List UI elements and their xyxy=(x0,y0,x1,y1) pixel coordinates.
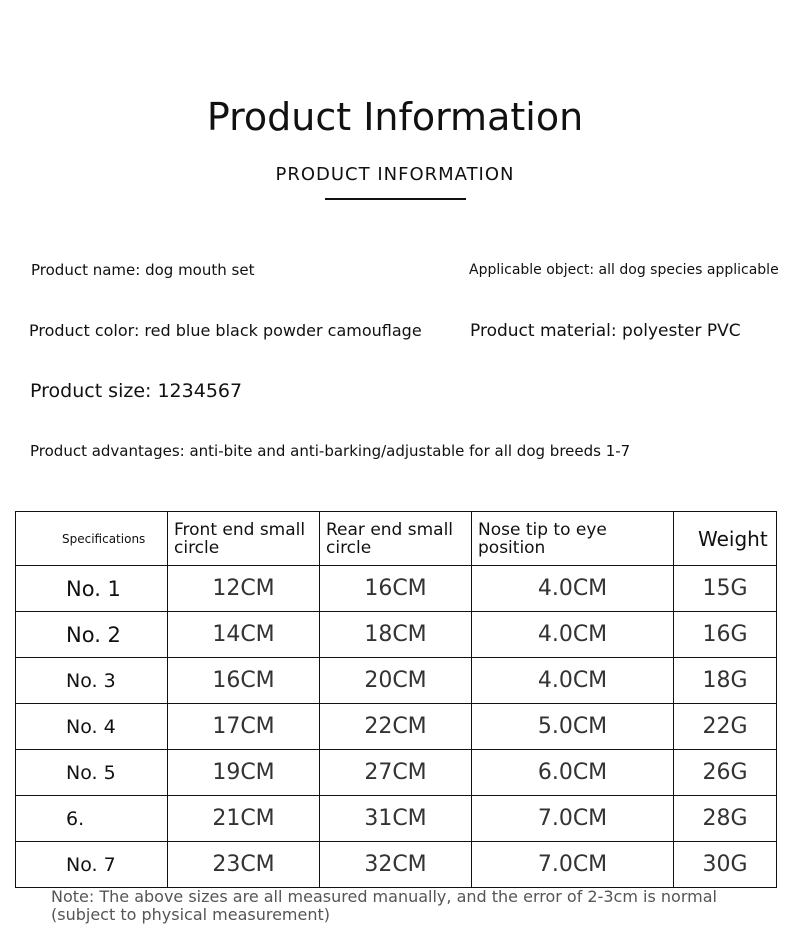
table-row: No. 7 23CM 32CM 7.0CM 30G xyxy=(15,841,777,888)
cell-rear-circle: 31CM xyxy=(319,795,472,842)
table-row: No. 5 19CM 27CM 6.0CM 26G xyxy=(15,749,777,796)
cell-spec: No. 4 xyxy=(15,703,168,750)
cell-spec: No. 7 xyxy=(15,841,168,888)
note-line-2: (subject to physical measurement) xyxy=(51,905,331,924)
cell-weight: 26G xyxy=(673,749,777,796)
applicable-object: Applicable object: all dog species appli… xyxy=(469,262,779,278)
page-title: Product Information xyxy=(206,95,584,139)
cell-nose-eye: 4.0CM xyxy=(471,611,674,658)
product-name: Product name: dog mouth set xyxy=(31,261,255,279)
cell-front-circle: 14CM xyxy=(167,611,320,658)
header-weight: Weight xyxy=(673,511,777,566)
table-row: No. 4 17CM 22CM 5.0CM 22G xyxy=(15,703,777,750)
cell-nose-eye: 4.0CM xyxy=(471,657,674,704)
table-row: No. 3 16CM 20CM 4.0CM 18G xyxy=(15,657,777,704)
cell-rear-circle: 27CM xyxy=(319,749,472,796)
cell-nose-eye: 4.0CM xyxy=(471,565,674,612)
cell-front-circle: 12CM xyxy=(167,565,320,612)
cell-front-circle: 23CM xyxy=(167,841,320,888)
product-color: Product color: red blue black powder cam… xyxy=(29,321,422,340)
table-row: No. 2 14CM 18CM 4.0CM 16G xyxy=(15,611,777,658)
cell-spec: No. 3 xyxy=(15,657,168,704)
cell-rear-circle: 20CM xyxy=(319,657,472,704)
cell-weight: 22G xyxy=(673,703,777,750)
cell-weight: 30G xyxy=(673,841,777,888)
spec-table: Specifications Front end small circle Re… xyxy=(15,511,777,888)
table-row: 6. 21CM 31CM 7.0CM 28G xyxy=(15,795,777,842)
cell-rear-circle: 18CM xyxy=(319,611,472,658)
cell-nose-eye: 7.0CM xyxy=(471,795,674,842)
header-nose-eye: Nose tip to eye position xyxy=(471,511,674,566)
product-size: Product size: 1234567 xyxy=(30,380,243,402)
header-front-circle: Front end small circle xyxy=(167,511,320,566)
cell-nose-eye: 5.0CM xyxy=(471,703,674,750)
cell-rear-circle: 22CM xyxy=(319,703,472,750)
cell-spec: No. 2 xyxy=(15,611,168,658)
cell-front-circle: 17CM xyxy=(167,703,320,750)
cell-spec: No. 1 xyxy=(15,565,168,612)
cell-front-circle: 19CM xyxy=(167,749,320,796)
table-header-row: Specifications Front end small circle Re… xyxy=(15,511,777,566)
cell-front-circle: 21CM xyxy=(167,795,320,842)
cell-weight: 16G xyxy=(673,611,777,658)
product-material: Product material: polyester PVC xyxy=(470,321,741,341)
page-subtitle: PRODUCT INFORMATION xyxy=(275,164,515,185)
cell-spec: 6. xyxy=(15,795,168,842)
measurement-note: Note: The above sizes are all measured m… xyxy=(51,888,717,924)
cell-nose-eye: 7.0CM xyxy=(471,841,674,888)
cell-weight: 28G xyxy=(673,795,777,842)
product-advantages: Product advantages: anti-bite and anti-b… xyxy=(30,442,631,460)
cell-front-circle: 16CM xyxy=(167,657,320,704)
cell-weight: 18G xyxy=(673,657,777,704)
cell-nose-eye: 6.0CM xyxy=(471,749,674,796)
title-divider xyxy=(325,198,466,200)
cell-rear-circle: 32CM xyxy=(319,841,472,888)
cell-spec: No. 5 xyxy=(15,749,168,796)
cell-rear-circle: 16CM xyxy=(319,565,472,612)
note-line-1: Note: The above sizes are all measured m… xyxy=(51,887,717,906)
header-rear-circle: Rear end small circle xyxy=(319,511,472,566)
cell-weight: 15G xyxy=(673,565,777,612)
header-specifications: Specifications xyxy=(15,511,168,566)
table-row: No. 1 12CM 16CM 4.0CM 15G xyxy=(15,565,777,612)
